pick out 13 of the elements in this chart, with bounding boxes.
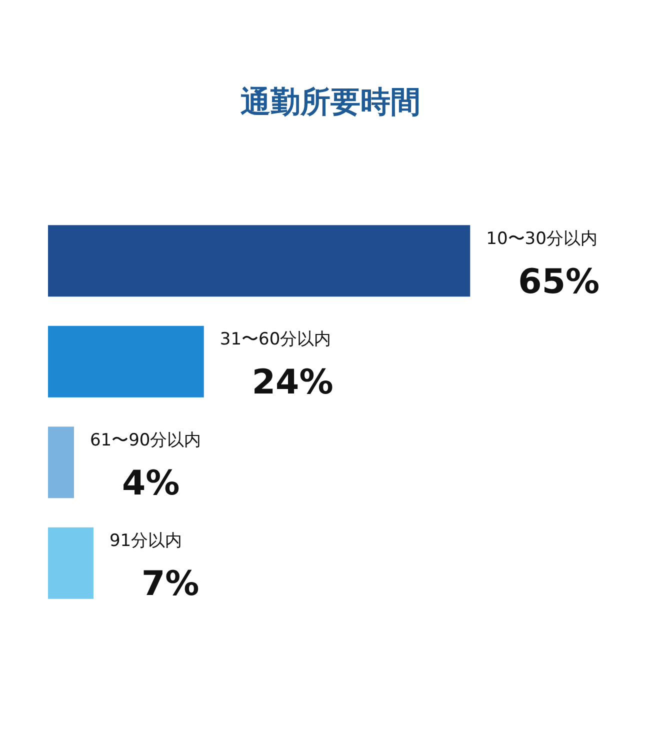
data-label: 24% — [252, 362, 334, 403]
data-label: 4% — [122, 463, 180, 504]
y-tick-label: 91分以内 — [109, 531, 182, 552]
data-label: 65% — [518, 262, 600, 302]
y-tick-label: 10〜30分以内 — [486, 228, 598, 249]
chart-title: 通勤所要時間 — [240, 85, 420, 120]
data-label: 7% — [141, 564, 200, 604]
y-tick-label: 61〜90分以内 — [90, 430, 202, 450]
bar — [48, 527, 94, 599]
bar — [48, 326, 204, 398]
bar — [48, 225, 470, 297]
bar — [48, 426, 74, 498]
y-tick-label: 31〜60分以内 — [220, 330, 332, 350]
